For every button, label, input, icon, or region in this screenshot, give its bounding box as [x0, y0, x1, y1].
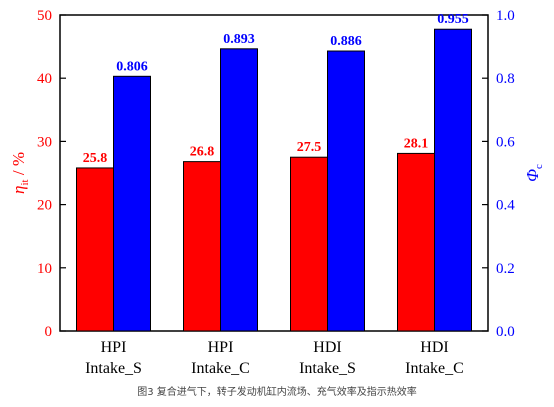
right-axis-symbol: Φ: [523, 169, 542, 182]
left-axis: 0 10 20 30 40 50: [37, 8, 66, 340]
right-axis-title: Φc: [523, 164, 545, 182]
bar-value-label: 27.5: [297, 140, 322, 155]
left-tick-label: 20: [37, 198, 52, 214]
bars: [76, 28, 472, 332]
red-bar: [183, 161, 221, 332]
x-category-label: Intake_C: [405, 360, 464, 377]
x-category-label: Intake_C: [191, 360, 250, 377]
red-bar: [290, 156, 328, 332]
left-tick-label: 0: [45, 324, 53, 340]
right-tick-label: 0.0: [496, 324, 515, 340]
bar-value-label: 25.8: [83, 151, 108, 166]
left-axis-subscript: it: [19, 179, 31, 185]
left-axis-symbol: η: [9, 186, 28, 194]
right-tick-label: 0.2: [496, 261, 515, 277]
blue-bar: [434, 28, 472, 332]
bar-value-label: 26.8: [190, 145, 215, 160]
blue-bar: [113, 75, 151, 332]
figure-caption: 图3 复合进气下，转子发动机缸内流场、充气效率及指示热效率: [137, 387, 417, 398]
x-category-label: HPI: [208, 339, 234, 356]
left-tick-label: 50: [37, 8, 52, 24]
bar-value-label: 28.1: [404, 136, 429, 151]
right-tick-label: 0.8: [496, 71, 515, 87]
x-category-label: HDI: [420, 339, 448, 356]
left-tick-label: 40: [37, 71, 52, 87]
x-category-label: HDI: [313, 339, 341, 356]
red-bar: [76, 167, 114, 332]
x-category-label: Intake_S: [85, 360, 142, 377]
x-category-label: Intake_S: [299, 360, 356, 377]
bar-value-label: 0.806: [116, 59, 148, 74]
right-axis-subscript: c: [533, 164, 545, 169]
x-category-label: HPI: [101, 339, 127, 356]
x-axis-labels: HPI Intake_S HPI Intake_C HDI Intake_S HDI Inta…: [85, 339, 464, 377]
bar-value-label: 0.893: [223, 32, 255, 47]
right-tick-label: 0.4: [496, 198, 515, 214]
left-axis-unit: / %: [9, 152, 28, 179]
plot-frame: [59, 14, 489, 332]
bar-value-label: 0.955: [437, 12, 469, 27]
red-bar: [397, 152, 435, 332]
right-axis: 0.0 0.2 0.4 0.6 0.8 1.0: [482, 8, 515, 340]
blue-bar: [327, 50, 365, 332]
left-tick-label: 30: [37, 134, 52, 150]
left-tick-label: 10: [37, 261, 52, 277]
right-tick-label: 0.6: [496, 134, 515, 150]
blue-bar: [220, 48, 258, 332]
bar-value-label: 0.886: [330, 34, 362, 49]
value-labels: 25.8 26.8 27.5 28.1 0.806 0.893 0.886 0.955: [83, 12, 469, 166]
right-tick-label: 1.0: [496, 8, 515, 24]
left-axis-title: ηit / %: [9, 152, 31, 194]
